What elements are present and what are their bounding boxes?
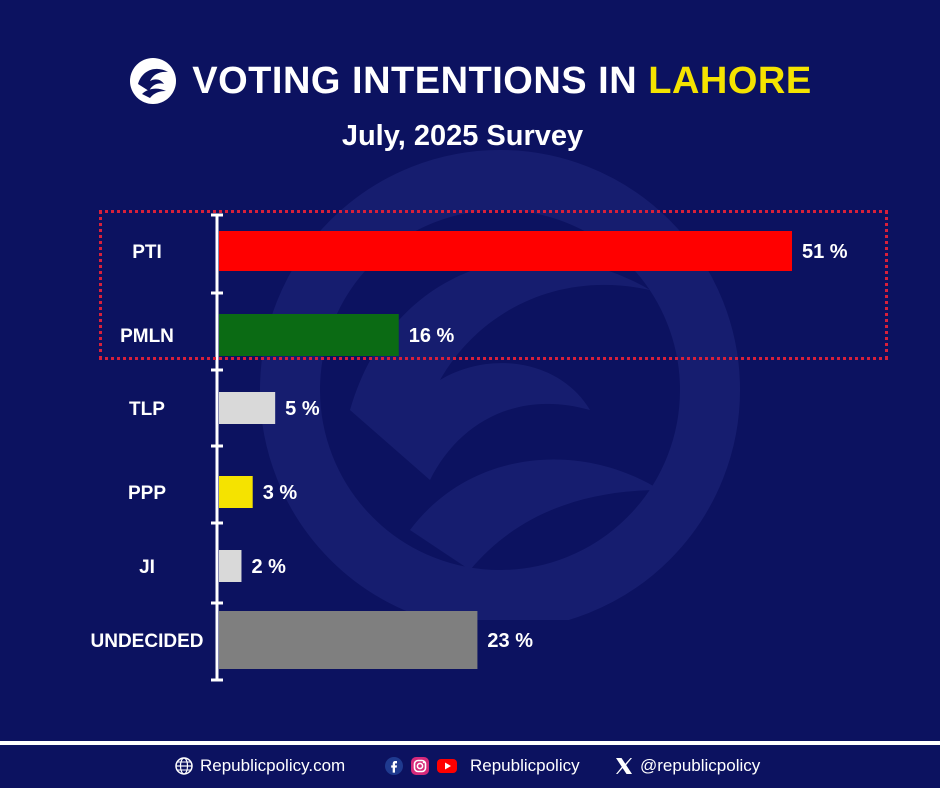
facebook-icon: [385, 757, 403, 775]
youtube-icon: [437, 759, 457, 773]
value-label-undecided: 23 %: [487, 630, 533, 652]
value-label-ppp: 3 %: [263, 482, 298, 504]
x-logo-icon: [616, 758, 632, 774]
social-text: Republicpolicy: [470, 756, 580, 775]
chart-subtitle: July, 2025 Survey: [341, 120, 584, 152]
chart-title: VOTING INTENTIONS IN LAHORE: [192, 60, 811, 103]
footer-divider: [0, 741, 940, 745]
category-label-tlp: TLP: [129, 399, 165, 420]
bar-undecided: [219, 611, 478, 669]
value-label-pti: 51 %: [802, 241, 848, 263]
footer: Republicpolicy.com Republicpolicy @repub…: [0, 752, 940, 784]
x-handle-text: @republicpolicy: [640, 756, 761, 775]
category-label-undecided: UNDECIDED: [91, 631, 204, 652]
category-label-ji: JI: [139, 557, 155, 578]
category-label-pti: PTI: [132, 242, 162, 263]
website-text: Republicpolicy.com: [200, 756, 346, 775]
bar-pti: [219, 231, 792, 271]
category-label-pmln: PMLN: [120, 326, 174, 347]
category-label-ppp: PPP: [128, 483, 166, 504]
phoenix-logo-icon: [130, 58, 177, 104]
title-row: VOTING INTENTIONS IN LAHORE: [0, 56, 940, 106]
bar-pmln: [219, 314, 399, 356]
highlight-box: [99, 210, 888, 360]
title-city-highlight: LAHORE: [648, 59, 812, 102]
bar-ji: [219, 550, 242, 582]
footer-website[interactable]: Republicpolicy.com: [174, 756, 345, 776]
value-label-ji: 2 %: [251, 556, 286, 578]
bar-ppp: [219, 476, 253, 508]
phoenix-watermark: [260, 150, 740, 620]
title-main-text: VOTING INTENTIONS IN: [192, 59, 638, 102]
footer-social[interactable]: Republicpolicy: [384, 756, 580, 776]
value-label-tlp: 5 %: [285, 398, 320, 420]
footer-x-handle[interactable]: @republicpolicy: [614, 756, 760, 776]
bar-chart: PTI 51 % PMLN 16 % TLP 5 % PPP 3 % JI 2 % UNDECIDE…: [91, 213, 848, 682]
globe-icon: [175, 757, 193, 775]
value-label-pmln: 16 %: [409, 325, 455, 347]
instagram-icon: [411, 757, 429, 775]
bar-tlp: [219, 392, 276, 424]
